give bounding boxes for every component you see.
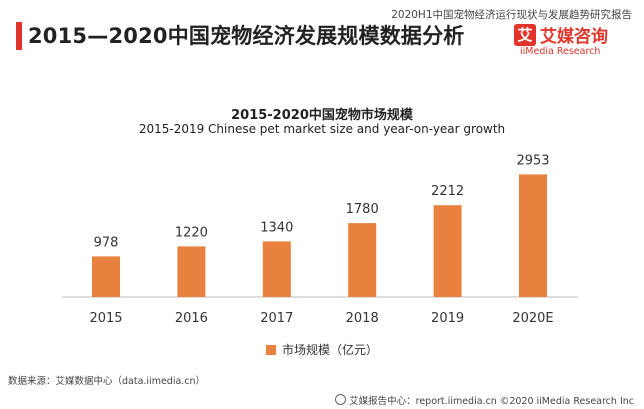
bar-2015	[92, 256, 120, 297]
legend-swatch	[266, 344, 276, 355]
legend-label: 市场规模（亿元）	[282, 343, 379, 357]
title-accent-bar	[16, 22, 22, 50]
x-tick-label-2017: 2017	[260, 311, 293, 326]
data-label-2017: 1340	[260, 220, 293, 235]
data-label-2020E: 2953	[516, 153, 549, 168]
brand-logo: 艾 艾媒咨询 iiMedia Research	[514, 22, 634, 58]
data-label-2018: 1780	[346, 202, 379, 217]
logo-mark: 艾	[514, 24, 536, 46]
chart-subtitle: 2015-2019 Chinese pet market size and ye…	[138, 122, 506, 136]
data-label-2016: 1220	[175, 225, 208, 240]
x-tick-label-2015: 2015	[89, 311, 122, 326]
data-label-2015: 978	[94, 235, 119, 250]
bar-2019	[433, 205, 462, 297]
report-label: 2020H1中国宠物经济运行现状与发展趋势研究报告	[391, 9, 632, 21]
footer-text: 艾媒报告中心：report.iimedia.cn ©2020 iiMedia R…	[349, 396, 634, 407]
x-tick-label-2019: 2019	[431, 311, 464, 326]
page-title: 2015—2020中国宠物经济发展规模数据分析	[28, 24, 465, 48]
source-note: 数据来源：艾媒数据中心（data.iimedia.cn）	[8, 376, 206, 387]
bar-2020E	[519, 174, 547, 297]
logo-cn: 艾媒咨询	[540, 27, 608, 47]
x-tick-label-2016: 2016	[175, 311, 208, 326]
x-tick-label-2018: 2018	[346, 311, 379, 326]
footer: 艾媒报告中心：report.iimedia.cn ©2020 iiMedia R…	[335, 393, 634, 407]
logo-en: iiMedia Research	[520, 46, 601, 57]
legend: 市场规模（亿元）	[266, 341, 378, 358]
x-tick-label-2020E: 2020E	[512, 311, 553, 326]
bar-2017	[262, 241, 291, 297]
copyright-icon	[335, 394, 347, 405]
data-label-2019: 2212	[431, 184, 464, 199]
bar-2018	[348, 223, 377, 297]
bar-2016	[177, 246, 206, 297]
chart-title: 2015-2020中国宠物市场规模	[231, 108, 413, 123]
